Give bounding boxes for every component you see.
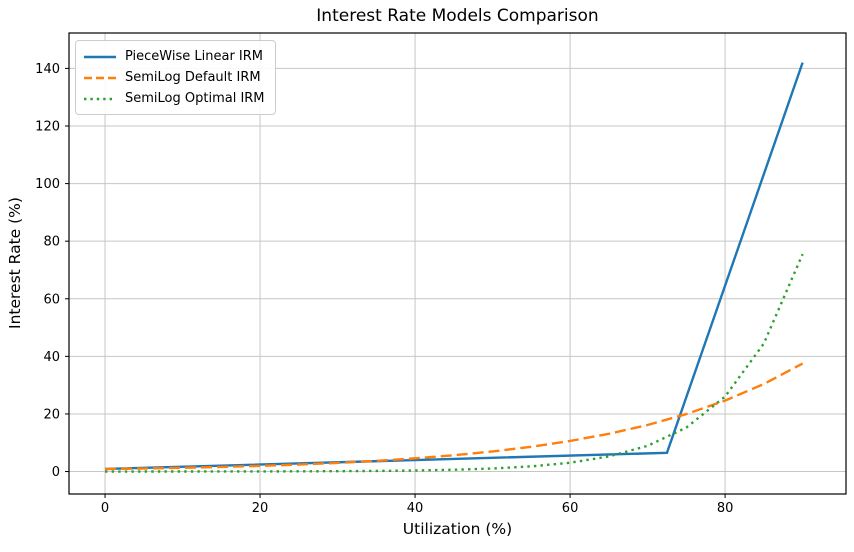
legend-item: SemiLog Optimal IRM	[84, 88, 265, 109]
legend-label: SemiLog Optimal IRM	[125, 91, 265, 106]
y-tick-label: 120	[35, 120, 60, 135]
legend-line-sample-solid	[84, 55, 116, 58]
legend-item: SemiLog Default IRM	[84, 67, 265, 88]
y-axis-label: Interest Rate (%)	[6, 197, 24, 330]
chart-title: Interest Rate Models Comparison	[316, 6, 599, 26]
series-line-semilog-default-irm	[105, 362, 804, 471]
x-tick-label: 40	[407, 501, 424, 516]
y-tick-label: 0	[52, 465, 60, 480]
y-tick-label: 140	[35, 62, 60, 77]
x-tick-label: 80	[717, 501, 734, 516]
legend-label: PieceWise Linear IRM	[125, 49, 264, 64]
y-tick-label: 40	[43, 350, 60, 365]
legend: PieceWise Linear IRM SemiLog Default IRM S…	[75, 40, 276, 115]
y-tick-label: 80	[43, 235, 60, 250]
legend-line-sample-dashed	[84, 76, 116, 79]
x-tick-label: 0	[101, 501, 109, 516]
series-line-piecewise-linear-irm	[105, 62, 804, 471]
x-tick-label: 60	[562, 501, 579, 516]
x-tick-label: 20	[252, 501, 269, 516]
legend-item: PieceWise Linear IRM	[84, 46, 265, 67]
x-axis-label: Utilization (%)	[402, 520, 513, 538]
plot-border	[68, 32, 847, 495]
y-tick-label: 60	[43, 292, 60, 307]
legend-label: SemiLog Default IRM	[125, 70, 261, 85]
y-tick-label: 20	[43, 407, 60, 422]
legend-line-sample-dotted	[84, 97, 116, 100]
series-line-semilog-optimal-irm	[105, 253, 804, 473]
y-tick-label: 100	[35, 177, 60, 192]
